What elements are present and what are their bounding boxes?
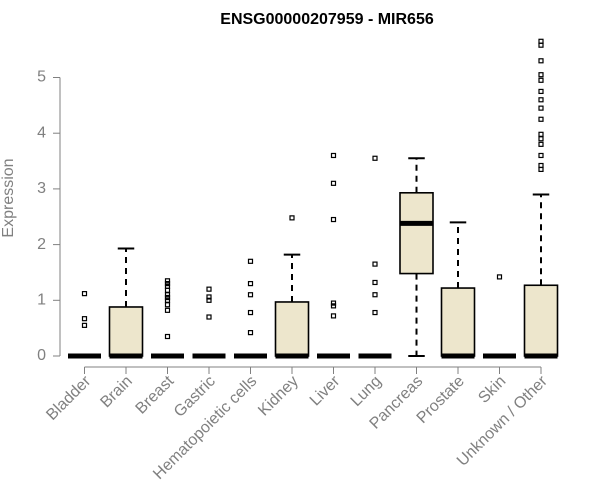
outlier-point xyxy=(538,105,544,111)
outlier-point xyxy=(164,278,171,284)
x-tick-label: Lung xyxy=(348,373,385,410)
y-tick-label: 4 xyxy=(37,124,46,141)
outlier-point xyxy=(164,280,171,287)
outlier-point xyxy=(538,88,544,95)
outlier-point xyxy=(330,216,337,223)
outlier-point xyxy=(372,309,378,316)
y-tick-label: 5 xyxy=(37,69,46,86)
x-tick-label: Liver xyxy=(307,372,344,409)
x-tick-label: Kidney xyxy=(255,373,302,420)
outlier-point xyxy=(538,77,544,83)
outlier-point xyxy=(330,313,337,319)
outlier-point xyxy=(538,152,544,159)
outlier-point xyxy=(372,292,378,298)
y-tick-label: 3 xyxy=(37,180,46,197)
box-iqr xyxy=(440,287,476,357)
outlier-point xyxy=(538,116,544,122)
x-tick-label: Bladder xyxy=(43,372,94,423)
outlier-point xyxy=(164,307,171,313)
y-tick-label: 1 xyxy=(37,292,46,309)
outlier-point xyxy=(372,279,378,286)
x-tick-label: Breast xyxy=(133,372,178,417)
box-iqr xyxy=(108,306,144,357)
outlier-point xyxy=(81,291,88,297)
outlier-point xyxy=(330,152,337,159)
outlier-point xyxy=(206,314,212,320)
x-tick-label: Skin xyxy=(475,373,509,407)
outlier-point xyxy=(247,292,254,298)
outlier-point xyxy=(247,258,254,264)
outlier-point xyxy=(206,294,212,300)
outlier-point xyxy=(372,155,378,161)
x-tick-label: Brain xyxy=(97,373,135,411)
box-iqr xyxy=(274,301,310,357)
outlier-point xyxy=(496,274,503,280)
outlier-point xyxy=(164,294,171,301)
chart-title: ENSG00000207959 - MIR656 xyxy=(220,11,434,28)
outlier-point xyxy=(164,302,171,308)
outlier-point xyxy=(164,292,171,298)
outlier-point xyxy=(164,297,171,303)
outlier-point xyxy=(538,38,544,44)
outlier-point xyxy=(247,330,254,336)
outlier-point xyxy=(330,303,337,309)
outlier-point xyxy=(247,309,254,316)
box-iqr xyxy=(399,191,434,275)
outlier-point xyxy=(330,300,337,306)
outlier-point xyxy=(538,58,544,64)
outlier-point xyxy=(538,72,544,78)
outlier-point xyxy=(289,215,295,221)
outlier-point xyxy=(81,316,88,322)
y-axis-label: Expression xyxy=(0,158,17,237)
outlier-point xyxy=(164,333,171,340)
outlier-point xyxy=(206,297,212,303)
outlier-point xyxy=(206,286,212,292)
outlier-point xyxy=(538,162,544,169)
outlier-point xyxy=(81,322,88,328)
outlier-point xyxy=(538,141,544,147)
outlier-point xyxy=(247,280,254,287)
outlier-point xyxy=(538,97,544,103)
outlier-point xyxy=(538,136,544,142)
outlier-point xyxy=(164,283,171,289)
outlier-point xyxy=(330,180,337,186)
outlier-point xyxy=(538,131,544,137)
y-tick-label: 2 xyxy=(37,236,46,253)
outlier-point xyxy=(372,261,378,267)
y-tick-label: 0 xyxy=(37,347,46,364)
box-iqr xyxy=(523,284,559,357)
